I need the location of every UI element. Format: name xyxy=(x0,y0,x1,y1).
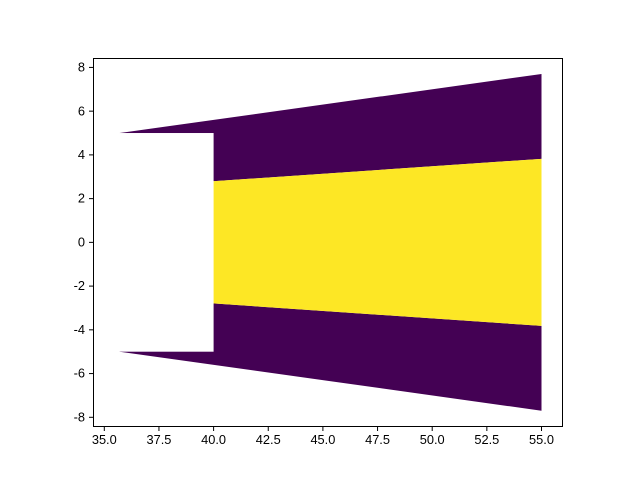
svg-text:45.0: 45.0 xyxy=(310,432,335,447)
svg-text:4: 4 xyxy=(78,147,85,162)
svg-text:-2: -2 xyxy=(74,278,85,293)
svg-text:0: 0 xyxy=(78,235,85,250)
svg-text:-6: -6 xyxy=(74,366,85,381)
svg-text:2: 2 xyxy=(78,191,85,206)
svg-text:50.0: 50.0 xyxy=(420,432,445,447)
svg-text:6: 6 xyxy=(78,103,85,118)
svg-text:35.0: 35.0 xyxy=(92,432,117,447)
svg-text:47.5: 47.5 xyxy=(365,432,390,447)
svg-text:40.0: 40.0 xyxy=(201,432,226,447)
svg-text:52.5: 52.5 xyxy=(474,432,499,447)
svg-text:-8: -8 xyxy=(74,409,85,424)
svg-text:8: 8 xyxy=(78,60,85,75)
svg-text:-4: -4 xyxy=(74,322,85,337)
svg-text:37.5: 37.5 xyxy=(146,432,171,447)
svg-text:42.5: 42.5 xyxy=(256,432,281,447)
svg-text:55.0: 55.0 xyxy=(529,432,554,447)
